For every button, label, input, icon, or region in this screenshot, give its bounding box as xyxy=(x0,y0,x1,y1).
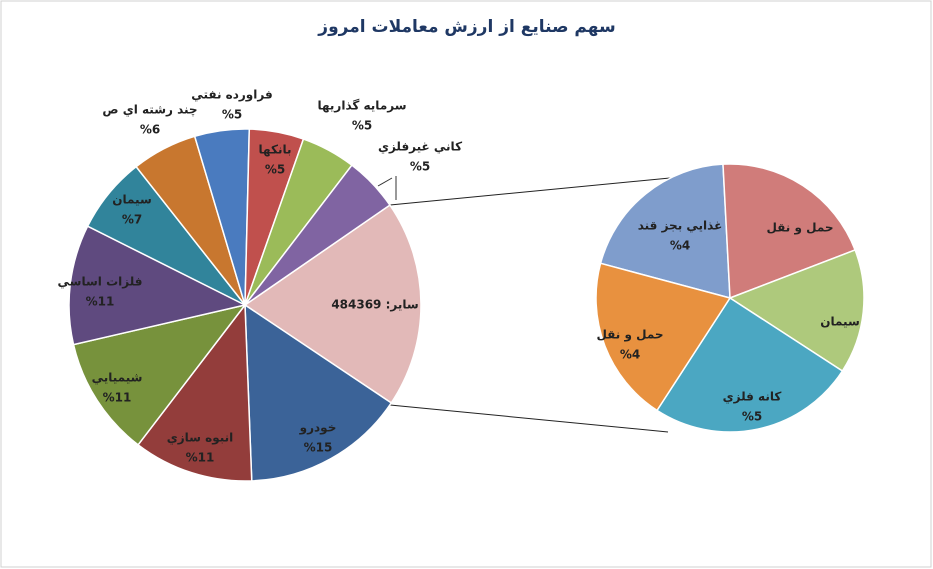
slice-label: خودرو xyxy=(299,421,337,436)
slice-label: بانکها xyxy=(259,143,292,157)
slice-value-label: %6 xyxy=(140,123,160,137)
slice-value-label: %11 xyxy=(186,451,215,465)
slice-label: كاني غيرفلزي xyxy=(378,140,462,154)
slice-value-label: %11 xyxy=(103,391,132,405)
slice-label: شيميايي xyxy=(92,371,143,385)
pie-slice xyxy=(72,303,247,446)
slice-label: غذايي بجز قند xyxy=(638,219,723,233)
slice-label: چند رشته اي ص xyxy=(102,103,197,117)
slice-value-label: %5 xyxy=(222,108,242,122)
slice-label: فلزات اساسي xyxy=(58,275,143,289)
slice-value-label: %4 xyxy=(620,348,640,362)
slice-label: فراورده نفتي xyxy=(191,88,272,103)
slice-value-label: %5 xyxy=(410,160,430,174)
slice-value-label: %11 xyxy=(86,295,115,309)
slice-label: انبوه سازي xyxy=(167,431,234,446)
slice-value-label: %15 xyxy=(304,441,333,455)
leader-line xyxy=(377,177,393,187)
slice-label: ساير: 484369 xyxy=(331,298,418,312)
pie-slice xyxy=(137,302,253,482)
pie-slice xyxy=(655,296,844,433)
pie-slice xyxy=(243,204,422,404)
slice-label: كانه فلزي xyxy=(723,390,782,404)
slice-label: حمل و نقل xyxy=(766,221,833,236)
connector-line xyxy=(389,404,669,433)
pie-slice xyxy=(595,262,732,412)
pie-slice xyxy=(68,225,248,346)
pie-slice xyxy=(244,164,391,306)
slice-value-label: %4 xyxy=(670,239,690,253)
slice-label: سرمايه گذاريها xyxy=(317,99,406,113)
slice-label: حمل و نقل xyxy=(596,328,663,343)
slice-label: سيمان xyxy=(112,193,152,207)
pie-slice xyxy=(244,303,393,482)
chart-title: سهم صنايع از ارزش معاملات امروز xyxy=(317,17,615,37)
slice-label: سيمان xyxy=(820,315,860,329)
pie-slice xyxy=(728,249,865,373)
slice-value-label: %5 xyxy=(352,119,372,133)
pie-slice xyxy=(599,163,731,299)
slice-value-label: %5 xyxy=(265,163,285,177)
pie-slice xyxy=(722,163,857,300)
slice-value-label: %7 xyxy=(122,213,142,227)
slice-value-label: %5 xyxy=(742,410,762,424)
